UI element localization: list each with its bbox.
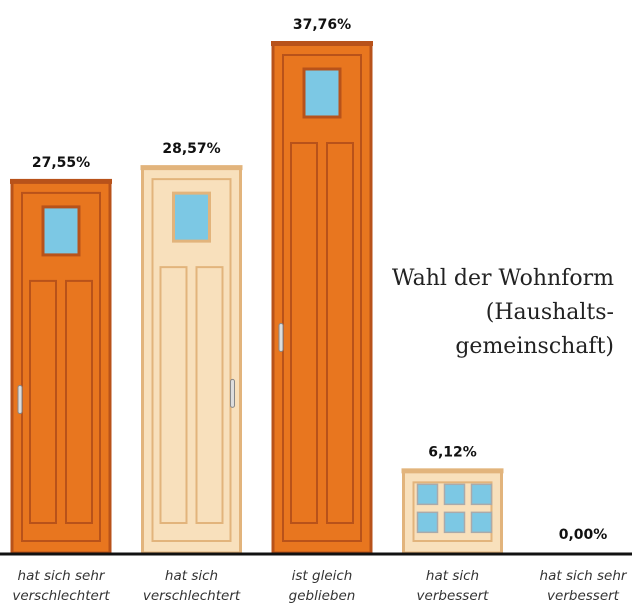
- value-label: 37,76%: [293, 17, 351, 33]
- category-label: hat sich sehr verschlechtert: [12, 568, 110, 604]
- value-label: 6,12%: [428, 444, 477, 460]
- door-panel: [21, 191, 101, 542]
- door-panel: [282, 54, 362, 542]
- door-inner-right: [326, 142, 354, 524]
- chart-title: Wahl der Wohnform (Haushalts-gemeinschaf…: [391, 266, 614, 359]
- value-label: 28,57%: [162, 141, 220, 157]
- door-top: [10, 178, 112, 184]
- door-handle: [278, 323, 284, 352]
- door-top: [140, 165, 243, 171]
- door-inner-right: [65, 279, 93, 525]
- category-label: hat sich verbessert: [416, 568, 489, 604]
- value-label: 0,00%: [559, 527, 608, 543]
- door-window: [41, 205, 81, 257]
- category-label: hat sich verschlechtert: [142, 568, 241, 604]
- door-top: [271, 41, 373, 46]
- value-label: 27,55%: [32, 155, 90, 171]
- door-handle: [230, 378, 235, 408]
- category-label: ist gleich geblieben: [288, 568, 356, 604]
- door-window: [443, 511, 466, 534]
- door-window: [416, 511, 439, 534]
- door-inner-left: [29, 279, 57, 525]
- door-top: [401, 468, 504, 474]
- door-window: [470, 483, 493, 506]
- door-window: [302, 67, 342, 119]
- door-handle: [17, 385, 23, 415]
- door-window: [416, 483, 439, 506]
- door-window: [172, 191, 211, 243]
- door-inner-left: [290, 142, 318, 524]
- door-inner-left: [159, 266, 188, 524]
- door-window: [470, 511, 493, 534]
- door-window: [443, 483, 466, 506]
- door-inner-right: [195, 266, 224, 524]
- door-panel: [151, 178, 232, 542]
- category-label: hat sich sehr verbessert: [539, 568, 627, 604]
- door: [271, 41, 373, 555]
